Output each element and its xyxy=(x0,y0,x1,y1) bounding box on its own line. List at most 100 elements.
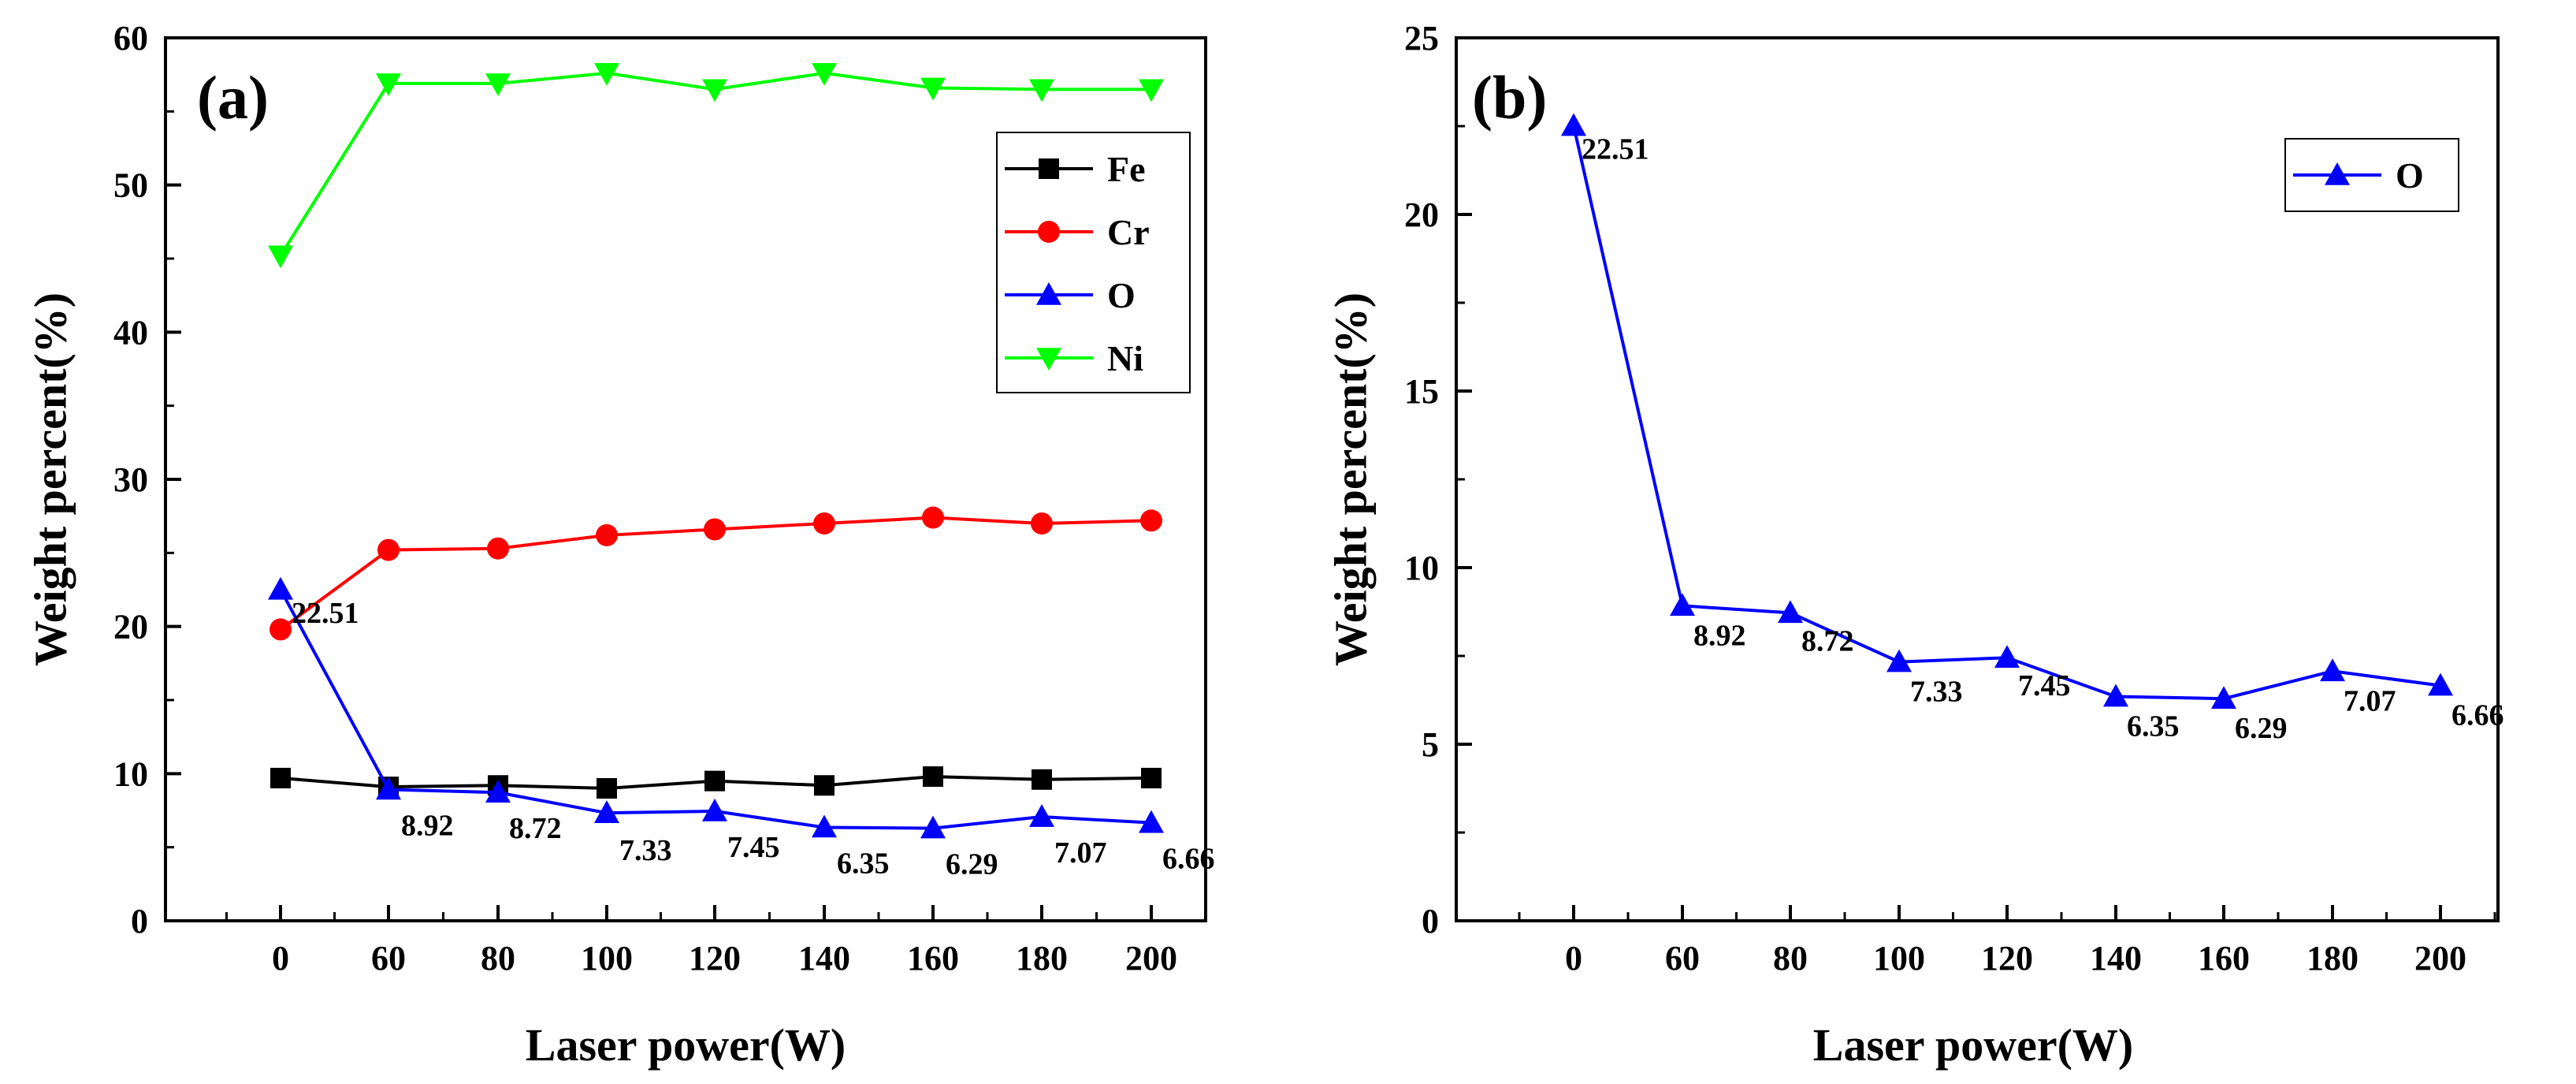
data-point xyxy=(2428,672,2453,696)
y-tick-label: 0 xyxy=(1422,902,1439,941)
data-label: 22.51 xyxy=(292,597,359,630)
panel-label: (a) xyxy=(197,63,269,132)
data-label: 22.51 xyxy=(1582,133,1649,166)
legend-label: O xyxy=(2396,155,2424,196)
data-point xyxy=(1141,767,1162,788)
data-label: 8.92 xyxy=(401,809,454,842)
data-point xyxy=(702,798,727,821)
y-tick-label: 60 xyxy=(113,19,148,58)
data-label: 6.66 xyxy=(1162,843,1215,876)
data-label: 7.07 xyxy=(2344,684,2396,717)
data-point xyxy=(1032,769,1052,790)
series-cr xyxy=(269,506,1162,641)
data-point xyxy=(1670,593,1695,617)
legend-marker xyxy=(1039,158,1059,179)
data-point xyxy=(268,245,293,269)
legend-label: Ni xyxy=(1107,338,1143,378)
data-point xyxy=(1561,113,1586,136)
data-label: 7.45 xyxy=(2018,669,2071,702)
y-tick-label: 10 xyxy=(1404,549,1439,587)
data-point xyxy=(376,777,401,800)
series-fe xyxy=(270,766,1162,799)
data-point xyxy=(376,73,401,96)
legend-marker xyxy=(1036,348,1061,371)
data-label: 6.29 xyxy=(946,848,998,881)
data-point xyxy=(812,63,837,86)
y-axis-title: Weight percent(%) xyxy=(24,292,76,666)
legend-label: Cr xyxy=(1107,212,1150,252)
data-label: 7.07 xyxy=(1054,836,1107,870)
series-ni xyxy=(268,63,1164,269)
y-tick-label: 0 xyxy=(131,902,148,941)
data-point xyxy=(377,538,400,561)
data-point xyxy=(1140,509,1162,532)
data-point xyxy=(268,576,293,600)
x-tick-label: 60 xyxy=(371,939,406,978)
data-point xyxy=(1139,810,1164,833)
data-label: 7.33 xyxy=(619,834,672,867)
x-axis-title: Laser power(W) xyxy=(526,1019,846,1071)
data-point xyxy=(594,63,619,86)
data-point xyxy=(920,77,946,101)
data-point xyxy=(1031,512,1053,535)
x-tick-label: 60 xyxy=(1665,939,1700,978)
data-label: 6.35 xyxy=(837,847,890,880)
x-axis-title: Laser power(W) xyxy=(1813,1019,2133,1071)
data-point xyxy=(812,814,837,838)
x-tick-label: 0 xyxy=(1565,939,1582,978)
x-tick-label: 160 xyxy=(907,939,959,978)
data-label: 8.72 xyxy=(509,812,562,845)
data-point xyxy=(702,79,727,102)
x-tick-label: 0 xyxy=(272,939,289,978)
y-tick-label: 20 xyxy=(113,608,148,646)
data-label: 6.29 xyxy=(2235,712,2288,745)
x-tick-label: 140 xyxy=(798,939,850,978)
data-point xyxy=(1994,645,2020,669)
data-point xyxy=(920,815,946,839)
data-label: 8.92 xyxy=(1693,619,1746,652)
x-tick-label: 200 xyxy=(1125,939,1177,978)
y-tick-label: 50 xyxy=(113,166,148,205)
data-point xyxy=(1029,804,1054,827)
y-tick-label: 30 xyxy=(113,460,148,499)
data-point xyxy=(597,778,617,799)
series-o: 22.51 8.92 8.72 7.33 7.45 6.35 6.29 7.07 6.66 xyxy=(268,576,1215,881)
legend-label: O xyxy=(1107,275,1136,315)
legend-marker xyxy=(1036,282,1061,305)
data-label: 8.72 xyxy=(1801,624,1854,657)
data-point xyxy=(704,518,726,541)
legend-marker xyxy=(1038,221,1060,243)
series-line xyxy=(279,588,1152,830)
data-point xyxy=(814,775,835,796)
x-tick-label: 180 xyxy=(1016,939,1068,978)
x-tick-label: 180 xyxy=(2307,939,2359,978)
x-tick-label: 160 xyxy=(2198,939,2250,978)
y-tick-label: 20 xyxy=(1404,196,1439,234)
x-tick-label: 200 xyxy=(2414,939,2466,978)
x-tick-label: 80 xyxy=(481,939,515,978)
x-tick-label: 100 xyxy=(581,939,633,978)
data-point xyxy=(485,73,511,96)
chart-panel-b: 0 5 10 15 20 25 0 60 80 100 120 140 160 180 200 Laser p… xyxy=(1325,19,2504,1071)
data-point xyxy=(1886,649,1912,672)
legend-marker xyxy=(2325,162,2350,185)
legend-label: Fe xyxy=(1107,149,1146,189)
data-label: 7.33 xyxy=(1910,676,1963,709)
panel-label: (b) xyxy=(1472,63,1547,132)
legend: Fe Cr O Ni xyxy=(996,132,1191,393)
data-point xyxy=(485,780,511,803)
data-point xyxy=(1778,600,1803,624)
data-point xyxy=(2103,684,2128,707)
legend: O xyxy=(2284,138,2459,212)
x-tick-label: 120 xyxy=(689,939,741,978)
data-point xyxy=(922,506,944,529)
y-tick-label: 10 xyxy=(113,754,148,793)
x-tick-label: 80 xyxy=(1773,939,1808,978)
data-point xyxy=(269,618,292,641)
series-o: 22.51 8.92 8.72 7.33 7.45 6.35 6.29 7.07 6.66 xyxy=(1561,113,2504,745)
y-tick-label: 5 xyxy=(1422,725,1439,764)
data-point xyxy=(594,800,619,823)
x-tick-label: 100 xyxy=(1873,939,1925,978)
data-point xyxy=(487,537,509,560)
